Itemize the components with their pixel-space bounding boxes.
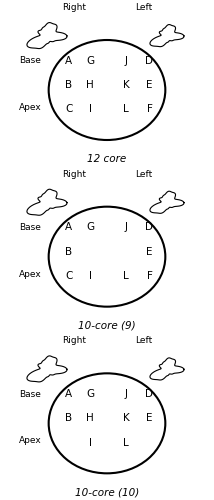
Text: B: B <box>65 414 72 424</box>
Text: G: G <box>86 389 94 399</box>
Text: L: L <box>123 438 129 448</box>
Text: E: E <box>146 80 153 90</box>
Text: J: J <box>125 56 128 66</box>
Text: I: I <box>89 271 92 281</box>
Text: J: J <box>125 389 128 399</box>
Text: I: I <box>89 438 92 448</box>
Text: C: C <box>65 271 72 281</box>
Text: Left: Left <box>135 170 152 178</box>
Text: G: G <box>86 222 94 232</box>
Text: Apex: Apex <box>19 270 42 278</box>
Text: Apex: Apex <box>19 103 42 112</box>
Text: Apex: Apex <box>19 436 42 446</box>
Text: Right: Right <box>62 170 86 178</box>
Text: Base: Base <box>19 56 41 66</box>
Text: D: D <box>146 56 153 66</box>
Text: H: H <box>86 414 94 424</box>
Text: G: G <box>86 56 94 66</box>
Polygon shape <box>27 189 67 215</box>
Text: 10-core (9): 10-core (9) <box>78 321 136 331</box>
Polygon shape <box>150 358 184 380</box>
Text: I: I <box>89 104 92 114</box>
Text: D: D <box>146 389 153 399</box>
Text: Right: Right <box>62 3 86 12</box>
Text: L: L <box>123 271 129 281</box>
Polygon shape <box>27 22 67 48</box>
Text: F: F <box>147 271 152 281</box>
Text: J: J <box>125 222 128 232</box>
Text: 10-core (10): 10-core (10) <box>75 488 139 498</box>
Text: H: H <box>86 80 94 90</box>
Polygon shape <box>150 191 184 214</box>
Text: L: L <box>123 104 129 114</box>
Text: A: A <box>65 389 72 399</box>
Text: K: K <box>123 414 129 424</box>
Text: K: K <box>123 80 129 90</box>
Text: D: D <box>146 222 153 232</box>
Text: E: E <box>146 246 153 256</box>
Text: B: B <box>65 80 72 90</box>
Text: A: A <box>65 222 72 232</box>
Text: Left: Left <box>135 3 152 12</box>
Text: B: B <box>65 246 72 256</box>
Text: Base: Base <box>19 390 41 398</box>
Polygon shape <box>150 24 184 46</box>
Polygon shape <box>27 356 67 382</box>
Text: 12 core: 12 core <box>87 154 127 164</box>
Text: F: F <box>147 104 152 114</box>
Text: Base: Base <box>19 223 41 232</box>
Text: E: E <box>146 414 153 424</box>
Text: Right: Right <box>62 336 86 345</box>
Text: A: A <box>65 56 72 66</box>
Text: Left: Left <box>135 336 152 345</box>
Text: C: C <box>65 104 72 114</box>
